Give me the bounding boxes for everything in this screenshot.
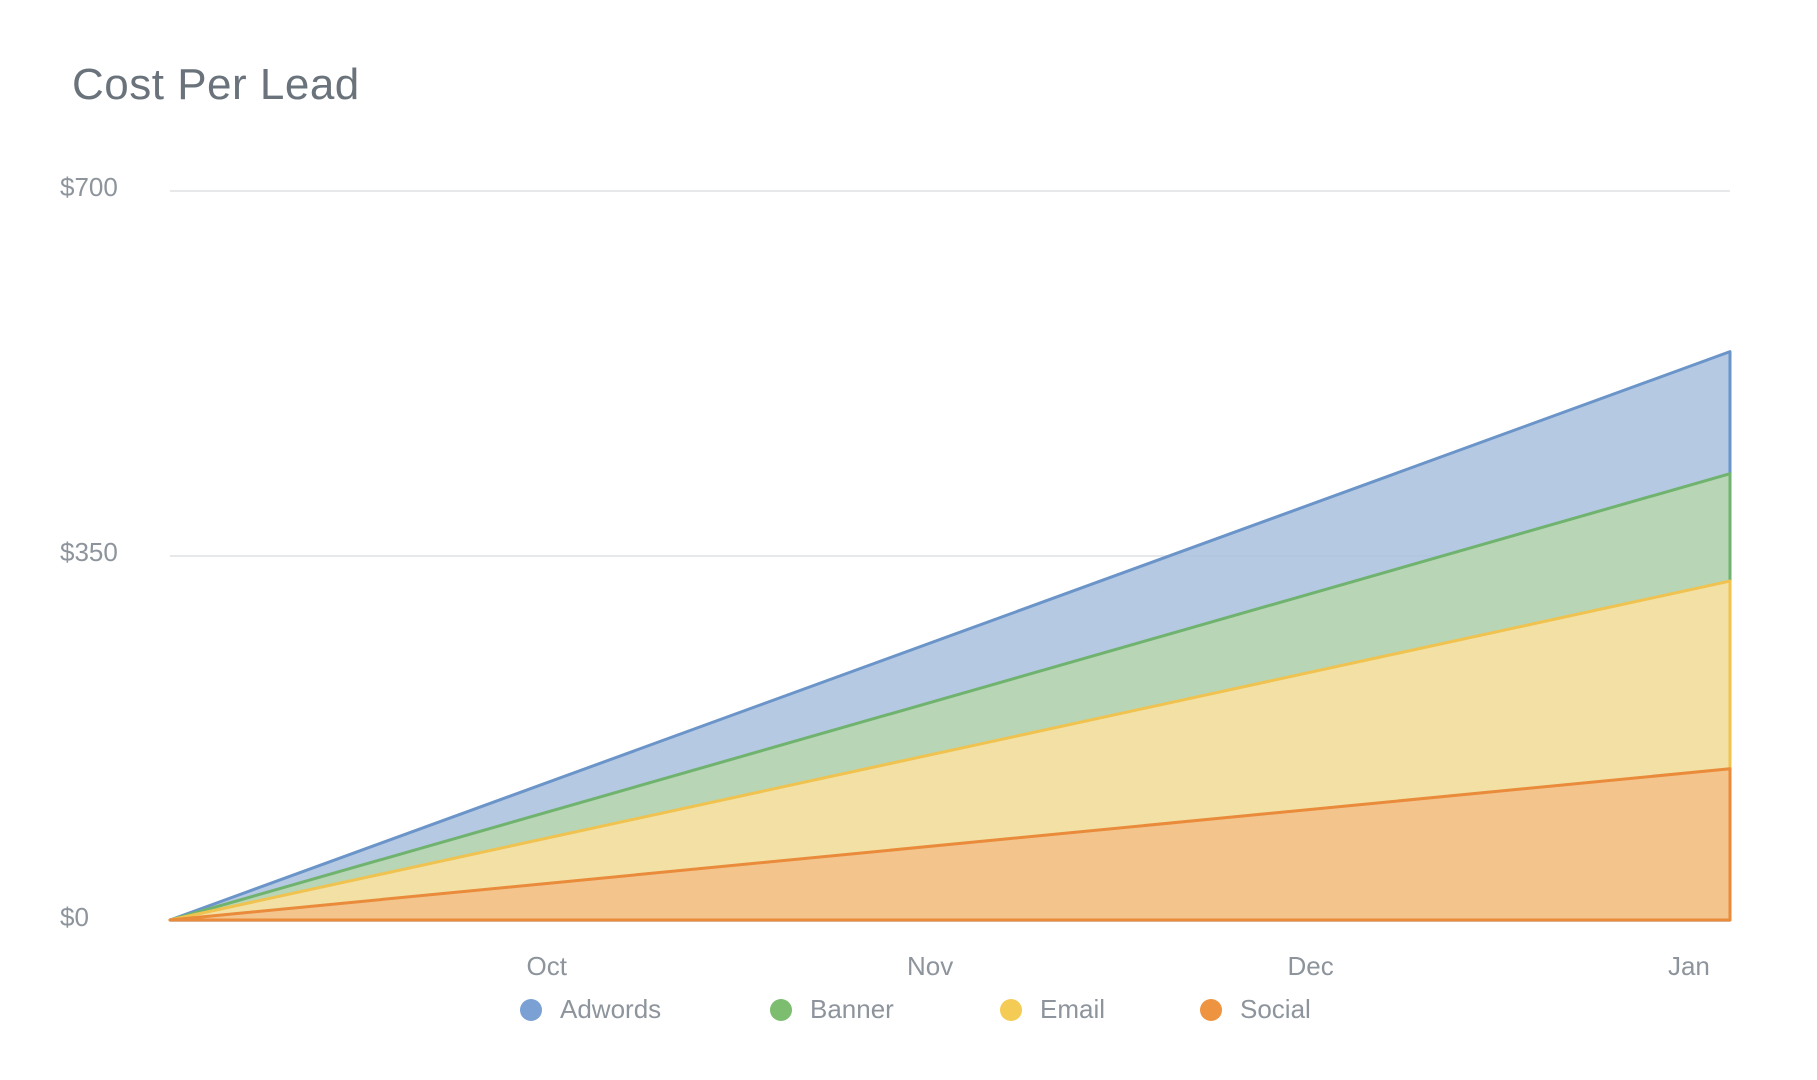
x-axis-tick-label: Jan — [1668, 951, 1710, 982]
legend-label-social: Social — [1240, 994, 1311, 1025]
legend-label-banner: Banner — [810, 994, 894, 1025]
cost-per-lead-chart: Cost Per Lead $0 $350 $700 Oct Nov Dec Jan Ad… — [0, 0, 1817, 1080]
y-axis-tick-label: $350 — [60, 537, 118, 568]
chart-title: Cost Per Lead — [72, 60, 360, 110]
legend-label-adwords: Adwords — [560, 994, 661, 1025]
x-axis-tick-label: Nov — [907, 951, 953, 982]
legend-label-email: Email — [1040, 994, 1105, 1025]
legend-swatch-banner — [770, 999, 792, 1021]
y-axis-tick-label: $0 — [60, 902, 89, 933]
legend-swatch-adwords — [520, 999, 542, 1021]
chart-plot-area — [170, 190, 1730, 920]
x-axis-tick-label: Dec — [1287, 951, 1333, 982]
legend-swatch-email — [1000, 999, 1022, 1021]
x-axis-tick-label: Oct — [526, 951, 566, 982]
y-axis-tick-label: $700 — [60, 172, 118, 203]
legend-swatch-social — [1200, 999, 1222, 1021]
